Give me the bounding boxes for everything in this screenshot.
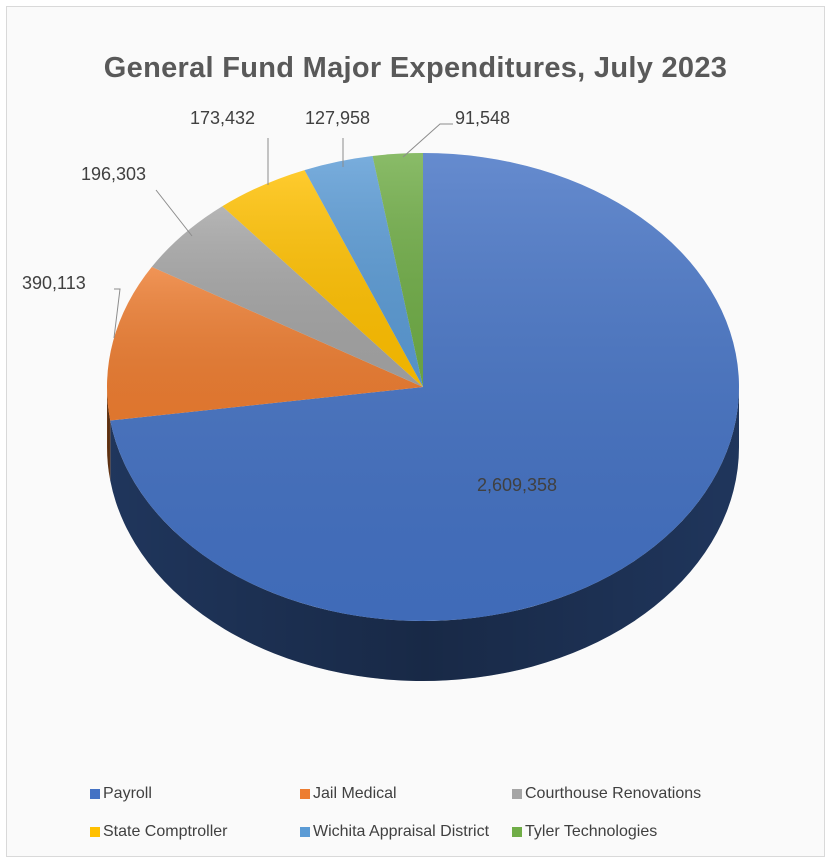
legend-item-courthouse-renovations: Courthouse Renovations: [512, 785, 701, 803]
legend-label-jail-medical: Jail Medical: [313, 785, 397, 802]
legend-swatch-payroll: [90, 789, 100, 799]
pie-side: [107, 387, 740, 681]
pie-slice-shine-state-comptroller: [222, 170, 423, 387]
legend-label-courthouse-renovations: Courthouse Renovations: [525, 785, 702, 802]
data-label-courthouse-renovations: 196,303: [81, 164, 146, 184]
pie-side-shade-payroll: [110, 387, 740, 681]
leader-line-jail-medical: [113, 288, 121, 339]
leader-line-courthouse-renovations: [155, 189, 193, 237]
legend-item-jail-medical: Jail Medical: [300, 785, 397, 803]
data-label-state-comptroller: 173,432: [190, 108, 255, 128]
pie-slice-shine-wichita-appraisal-district: [304, 155, 423, 387]
pie-slice-shine-courthouse-renovations: [151, 206, 423, 387]
legend-label-payroll: Payroll: [103, 785, 152, 802]
data-label-jail-medical: 390,113: [22, 273, 86, 293]
data-label-payroll: 2,609,358: [477, 475, 557, 495]
chart-title: General Fund Major Expenditures, July 20…: [103, 52, 728, 84]
legend-item-payroll: Payroll: [90, 785, 152, 803]
legend-item-state-comptroller: State Comptroller: [90, 823, 228, 841]
pie-side-shade-jail-medical: [107, 387, 111, 481]
legend-swatch-jail-medical: [300, 789, 310, 799]
legend-label-state-comptroller: State Comptroller: [103, 823, 228, 840]
legend-swatch-wichita-appraisal-district: [300, 827, 310, 837]
pie-slice-shine-payroll: [110, 153, 739, 621]
data-label-wichita-appraisal-district: 127,958: [305, 108, 370, 128]
pie-leaders: [113, 123, 453, 339]
data-label-tyler-technologies: 91,548: [455, 108, 510, 128]
legend-label-wichita-appraisal-district: Wichita Appraisal District: [313, 823, 490, 840]
legend-swatch-state-comptroller: [90, 827, 100, 837]
legend-swatch-courthouse-renovations: [512, 789, 522, 799]
legend-item-wichita-appraisal-district: Wichita Appraisal District: [300, 823, 489, 841]
pie-slice-shine-tyler-technologies: [372, 153, 423, 387]
pie-slice-shine-jail-medical: [106, 266, 423, 421]
pie-top: [106, 153, 739, 621]
pie-labels: 2,609,358 390,113 196,303 173,432 127,958 91,…: [22, 108, 557, 495]
legend-label-tyler-technologies: Tyler Technologies: [525, 823, 658, 840]
legend-swatch-tyler-technologies: [512, 827, 522, 837]
leader-line-tyler-technologies: [402, 123, 453, 158]
legend-item-tyler-technologies: Tyler Technologies: [512, 823, 657, 841]
